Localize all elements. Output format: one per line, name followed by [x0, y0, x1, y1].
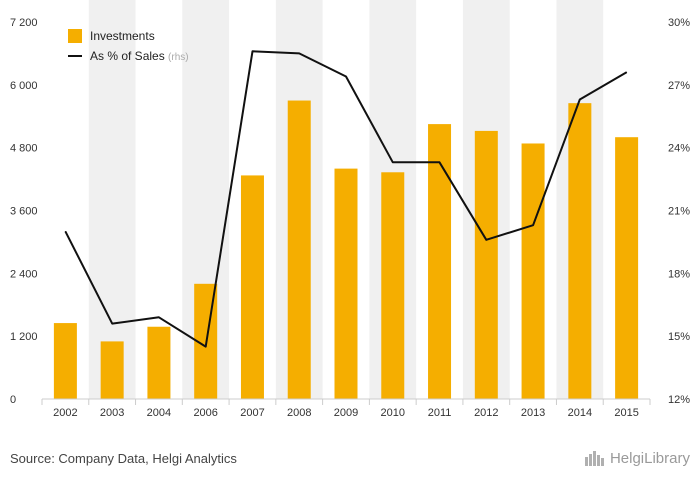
x-tick-label: 2006: [193, 407, 217, 419]
x-tick-label: 2012: [474, 407, 498, 419]
left-tick-label: 0: [10, 394, 16, 406]
bar: [428, 124, 452, 400]
column-band: [88, 0, 136, 399]
left-y-axis: 0 1 200 2 400 3 600 4 800 6 000 7 200: [10, 17, 38, 406]
line-point: [485, 239, 487, 241]
legend-label-investments: Investments: [90, 29, 155, 43]
line-point: [345, 75, 347, 77]
bar: [287, 100, 311, 400]
legend[interactable]: Investments As % of Sales (rhs): [68, 29, 189, 63]
bar: [615, 137, 639, 399]
line-point: [64, 230, 66, 232]
legend-label-rhs-suffix: (rhs): [168, 52, 189, 63]
bars-layer: [53, 100, 639, 400]
line-point: [298, 52, 300, 54]
line-point: [111, 323, 113, 325]
line-point: [626, 71, 628, 73]
bar: [147, 326, 171, 399]
x-tick-label: 2011: [428, 407, 452, 419]
x-tick-label: 2009: [334, 407, 358, 419]
x-tick-label: 2015: [614, 407, 638, 419]
right-tick-label: 21%: [668, 206, 690, 218]
line-point: [579, 98, 581, 100]
line-point: [158, 316, 160, 318]
left-tick-label: 1 200: [10, 331, 38, 343]
bar: [521, 143, 545, 399]
right-tick-label: 27%: [668, 80, 690, 92]
legend-swatch-investments: [68, 29, 82, 43]
x-axis: 2002 2003 2004 2006 2007 2008 2009 2010 2011 2012…: [41, 399, 651, 419]
line-point: [392, 161, 394, 163]
bar: [53, 323, 77, 399]
right-tick-label: 24%: [668, 143, 690, 155]
x-tick-label: 2008: [287, 407, 311, 419]
left-tick-label: 3 600: [10, 206, 38, 218]
line-point: [205, 346, 207, 348]
right-tick-label: 30%: [668, 17, 690, 29]
x-tick-label: 2014: [568, 407, 592, 419]
x-tick-label: 2004: [147, 407, 171, 419]
bar: [568, 103, 592, 399]
x-tick-label: 2013: [521, 407, 545, 419]
line-point: [251, 50, 253, 52]
bar: [334, 168, 358, 399]
brand-logo: HelgiLibrary: [584, 449, 690, 467]
left-tick-label: 2 400: [10, 268, 38, 280]
bar: [474, 130, 498, 399]
right-tick-label: 12%: [668, 394, 690, 406]
right-tick-label: 18%: [668, 268, 690, 280]
left-tick-label: 4 800: [10, 143, 38, 155]
library-icon: [584, 451, 604, 466]
line-point: [439, 161, 441, 163]
right-tick-label: 15%: [668, 331, 690, 343]
x-tick-label: 2002: [53, 407, 77, 419]
line-layer: [64, 50, 628, 348]
line-point: [532, 224, 534, 226]
x-tick-label: 2003: [100, 407, 124, 419]
right-y-axis: 12% 15% 18% 21% 24% 27% 30%: [668, 17, 690, 406]
x-tick-label: 2010: [381, 407, 405, 419]
logo-text: HelgiLibrary: [609, 449, 690, 467]
bar: [100, 341, 124, 399]
x-tick-label: 2007: [240, 407, 264, 419]
bar: [381, 172, 405, 399]
left-tick-label: 6 000: [10, 80, 38, 92]
legend-label-sales-share: As % of Sales (rhs): [90, 49, 189, 63]
bar: [240, 175, 264, 399]
source-note: Source: Company Data, Helgi Analytics: [10, 451, 237, 466]
left-tick-label: 7 200: [10, 17, 38, 29]
